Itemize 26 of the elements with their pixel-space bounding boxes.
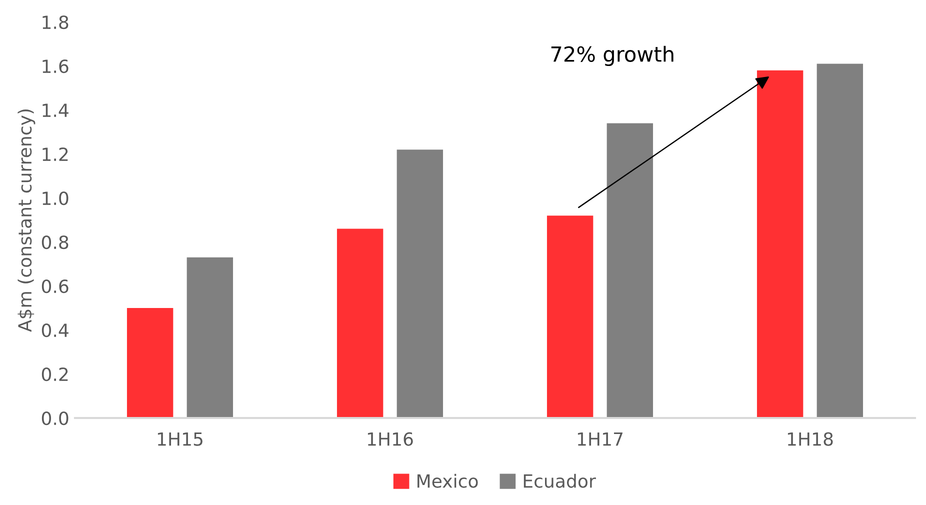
- y-tick-label: 0.0: [42, 411, 68, 426]
- y-tick-label: 1.6: [42, 59, 68, 74]
- bar: [816, 64, 864, 418]
- y-tick-label: 1.4: [42, 104, 68, 117]
- bar: [126, 308, 174, 418]
- y-axis-title: A$m (constant currency): [18, 109, 36, 332]
- annotation: 72% growth: [551, 46, 674, 66]
- x-tick-label: 1H15: [158, 432, 202, 446]
- bar: [186, 257, 234, 418]
- y-tick-label: 1.8: [42, 15, 68, 30]
- y-tick-label: 0.6: [42, 279, 68, 294]
- y-tick-label: 0.2: [42, 367, 68, 382]
- bar: [336, 228, 384, 418]
- bar: [546, 216, 594, 418]
- x-tick-label: 1H16: [368, 432, 413, 446]
- legend-label: Mexico: [418, 474, 478, 488]
- bar: [756, 70, 804, 418]
- x-tick-label: 1H17: [578, 432, 622, 446]
- legend-label: Ecuador: [524, 474, 596, 488]
- bar: [606, 123, 654, 418]
- x-tick-label: 1H18: [788, 432, 833, 446]
- y-tick-label: 0.8: [42, 235, 68, 250]
- y-tick-label: 1.2: [42, 147, 68, 161]
- y-tick-label: 1.0: [42, 191, 68, 206]
- bar: [396, 150, 444, 418]
- y-tick-label: 0.4: [42, 323, 68, 338]
